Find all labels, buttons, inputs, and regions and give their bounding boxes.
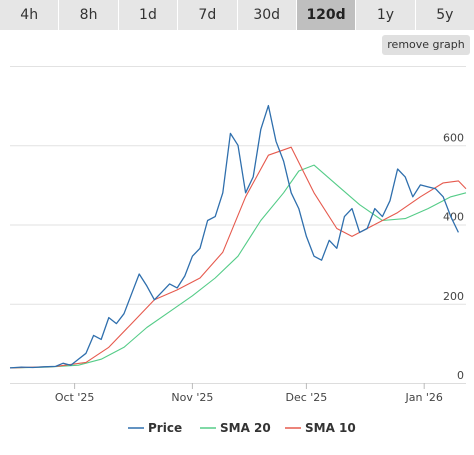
chart-series	[9, 104, 467, 369]
legend-label[interactable]: SMA 20	[220, 421, 271, 435]
x-tick-label: Oct '25	[55, 391, 95, 404]
y-tick-label: 600	[443, 131, 464, 144]
timeframe-tabs: 4h 8h 1d 7d 30d 120d 1y 5y	[0, 0, 474, 30]
tab-30d[interactable]: 30d	[238, 0, 297, 30]
x-tick-label: Jan '26	[404, 391, 442, 404]
series-line-sma-10	[9, 146, 467, 369]
tab-8h[interactable]: 8h	[59, 0, 119, 30]
tab-4h[interactable]: 4h	[0, 0, 60, 30]
tab-1y[interactable]: 1y	[356, 0, 416, 30]
tab-1d[interactable]: 1d	[119, 0, 179, 30]
legend-label[interactable]: Price	[148, 421, 182, 435]
y-axis-ticks: 0 200 400 600	[443, 131, 464, 382]
tab-7d[interactable]: 7d	[178, 0, 238, 30]
y-tick-label: 0	[457, 369, 464, 382]
legend-label[interactable]: SMA 10	[305, 421, 356, 435]
remove-graph-button[interactable]: remove graph	[382, 35, 470, 55]
tab-120d[interactable]: 120d	[296, 0, 357, 30]
chart-legend: Price SMA 20 SMA 10	[128, 421, 356, 435]
chart-grid	[10, 66, 466, 384]
y-tick-label: 200	[443, 290, 464, 303]
series-line-sma-20	[9, 164, 467, 369]
tab-5y[interactable]: 5y	[436, 7, 454, 23]
y-tick-label: 400	[443, 211, 464, 224]
x-tick-label: Dec '25	[285, 391, 327, 404]
x-tick-label: Nov '25	[171, 391, 213, 404]
series-line-price	[9, 104, 459, 369]
x-axis-ticks: Oct '25 Nov '25 Dec '25 Jan '26	[55, 383, 443, 404]
